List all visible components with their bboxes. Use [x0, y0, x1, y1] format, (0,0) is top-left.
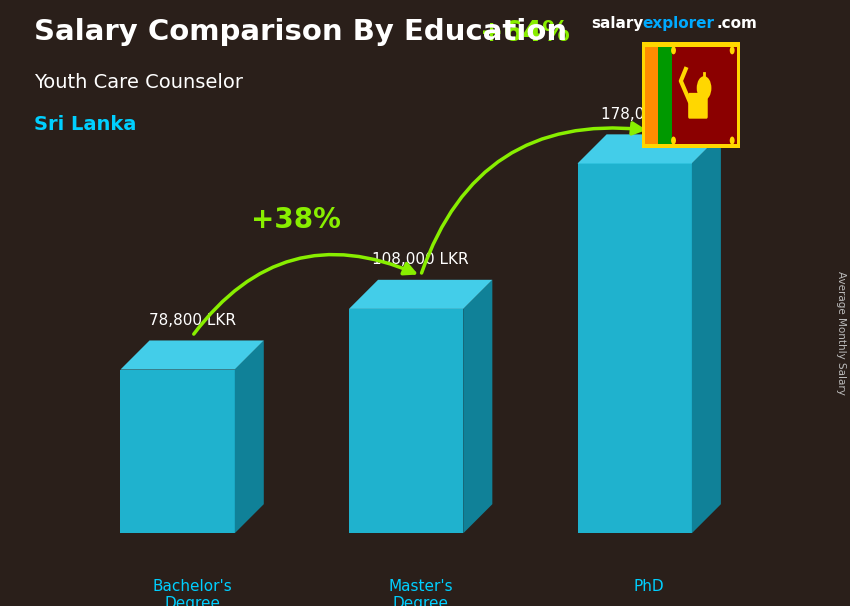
Text: +38%: +38%: [251, 207, 341, 235]
Polygon shape: [235, 341, 264, 533]
Bar: [644, 47, 658, 144]
Text: PhD: PhD: [634, 579, 665, 594]
Text: Youth Care Counselor: Youth Care Counselor: [34, 73, 243, 92]
Circle shape: [697, 76, 711, 100]
Circle shape: [671, 47, 676, 55]
Circle shape: [671, 136, 676, 144]
Text: Salary Comparison By Education: Salary Comparison By Education: [34, 18, 567, 46]
Text: .com: .com: [717, 16, 757, 32]
Text: 78,800 LKR: 78,800 LKR: [149, 313, 235, 328]
Polygon shape: [463, 280, 492, 533]
Polygon shape: [692, 135, 721, 533]
Polygon shape: [577, 135, 721, 164]
Text: Bachelor's
Degree: Bachelor's Degree: [152, 579, 232, 606]
Polygon shape: [121, 341, 264, 370]
Polygon shape: [349, 280, 492, 309]
Text: explorer: explorer: [643, 16, 715, 32]
Polygon shape: [577, 164, 692, 533]
Text: salary: salary: [591, 16, 643, 32]
Text: Master's
Degree: Master's Degree: [388, 579, 453, 606]
Circle shape: [729, 136, 734, 144]
Bar: [658, 47, 672, 144]
Bar: [672, 47, 737, 144]
Text: 108,000 LKR: 108,000 LKR: [372, 252, 469, 267]
Polygon shape: [349, 309, 463, 533]
Text: +64%: +64%: [479, 19, 570, 47]
FancyBboxPatch shape: [688, 93, 708, 119]
Text: Average Monthly Salary: Average Monthly Salary: [836, 271, 846, 395]
Polygon shape: [121, 370, 235, 533]
Circle shape: [729, 47, 734, 55]
Text: Sri Lanka: Sri Lanka: [34, 115, 136, 134]
Text: 178,000 LKR: 178,000 LKR: [601, 107, 698, 122]
